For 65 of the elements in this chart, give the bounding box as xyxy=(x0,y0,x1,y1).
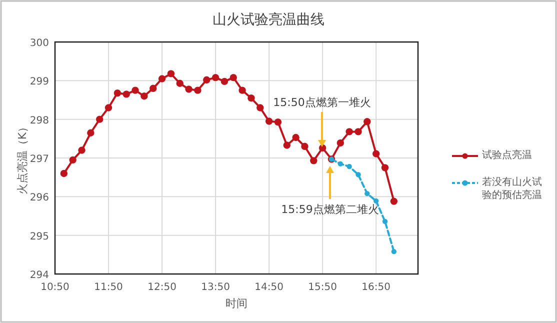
point xyxy=(194,86,202,94)
point xyxy=(220,78,228,86)
y-tick-label: 295 xyxy=(30,231,49,242)
point xyxy=(318,144,326,152)
point xyxy=(96,116,104,123)
point xyxy=(114,89,122,97)
x-tick-label: 10:50 xyxy=(40,282,70,293)
point xyxy=(185,86,192,93)
point xyxy=(390,198,398,205)
y-tick-label: 296 xyxy=(30,192,49,204)
y-tick-label: 300 xyxy=(30,38,49,49)
point xyxy=(167,70,175,78)
annotation: 15:59点燃第二堆火 xyxy=(281,203,379,216)
x-tick-label: 12:50 xyxy=(148,282,176,293)
x-tick-label: 15:50 xyxy=(308,282,337,293)
point xyxy=(212,74,220,82)
point xyxy=(373,198,379,204)
point xyxy=(356,172,361,178)
point xyxy=(132,86,139,94)
point xyxy=(391,248,397,254)
legend-label: 若没有山火试验的预估亮温 xyxy=(482,176,543,202)
point xyxy=(230,74,237,82)
point xyxy=(336,139,344,147)
point xyxy=(382,218,388,224)
point xyxy=(238,86,246,94)
y-axis-title: 火点亮温（K） xyxy=(16,121,29,195)
point xyxy=(346,164,352,170)
point xyxy=(354,128,362,136)
point xyxy=(78,146,86,154)
point xyxy=(283,142,290,149)
y-tick-label: 298 xyxy=(30,115,49,126)
x-axis-title: 时间 xyxy=(226,297,248,310)
point xyxy=(150,84,157,92)
x-tick-label: 16:50 xyxy=(362,282,390,293)
point xyxy=(338,161,344,166)
point xyxy=(69,156,76,164)
point xyxy=(346,128,353,136)
point xyxy=(364,118,371,126)
point xyxy=(87,129,94,136)
point xyxy=(122,90,130,98)
point xyxy=(274,118,282,126)
point xyxy=(203,76,210,84)
annotation: 15:50点燃第一堆火 xyxy=(273,96,371,109)
x-tick-label: 13:50 xyxy=(201,282,230,293)
point xyxy=(364,190,370,196)
legend-label: 试验点亮温 xyxy=(482,149,533,162)
point xyxy=(310,157,318,164)
point xyxy=(292,134,300,142)
point xyxy=(60,170,68,178)
point xyxy=(256,104,264,112)
y-tick-label: 297 xyxy=(30,154,49,165)
point xyxy=(176,80,184,87)
point xyxy=(248,94,255,102)
point xyxy=(301,142,308,150)
point xyxy=(265,118,273,125)
y-tick-label: 299 xyxy=(30,76,49,88)
chart-title: 山火试验亮温曲线 xyxy=(212,12,324,28)
x-tick-label: 14:50 xyxy=(254,282,284,293)
point xyxy=(104,104,112,112)
point xyxy=(372,150,380,158)
y-tick-label: 294 xyxy=(30,270,49,281)
point xyxy=(140,92,148,100)
point xyxy=(381,164,389,172)
point xyxy=(158,75,166,82)
x-tick-label: 11:50 xyxy=(94,282,123,293)
